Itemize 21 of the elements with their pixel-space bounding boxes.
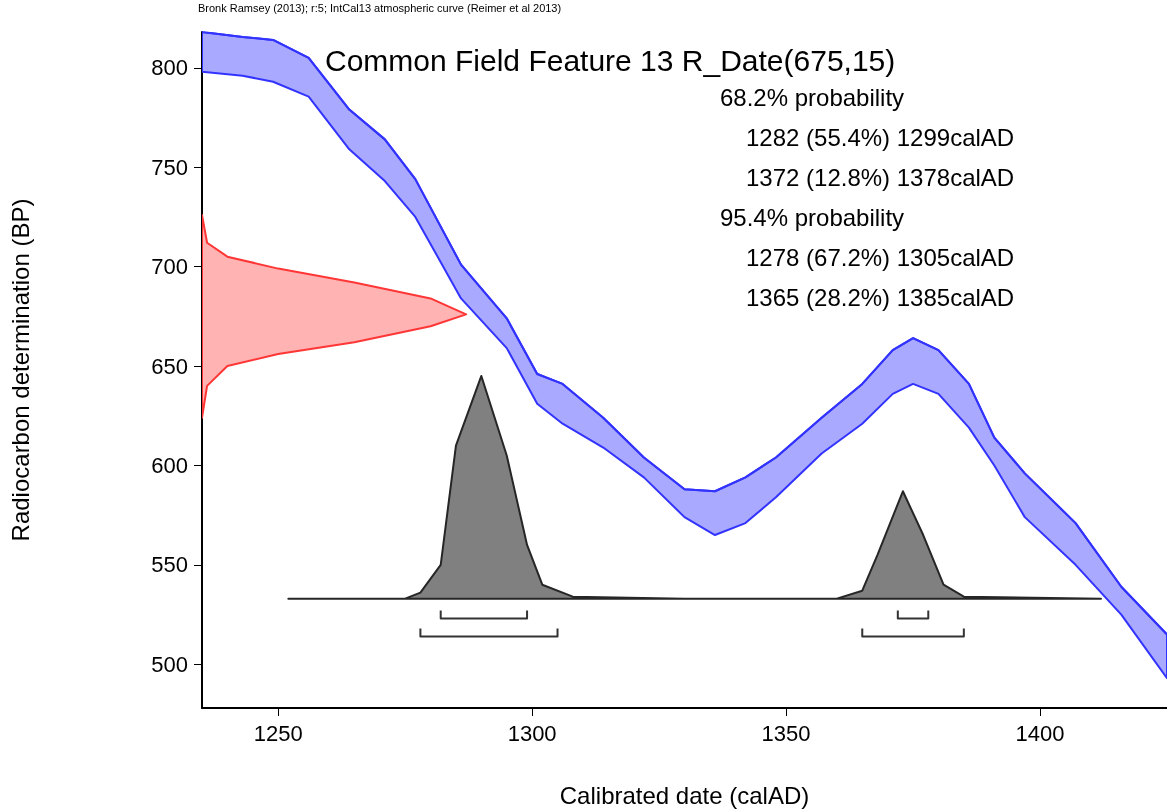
x-tick-label: 1400 [1015, 720, 1065, 746]
x-tick-label: 1300 [507, 720, 557, 746]
y-tick-label: 700 [151, 254, 188, 280]
annotation: 68.2% probability [720, 83, 905, 111]
y-tick-label: 800 [151, 55, 188, 81]
y-tick-label: 600 [151, 452, 188, 478]
y-tick-label: 500 [151, 651, 188, 677]
y-tick-label: 550 [151, 552, 188, 578]
annotation: 95.4% probability [720, 203, 905, 231]
annotation: 1365 (28.2%) 1385calAD [746, 283, 1015, 311]
annotation: 1278 (67.2%) 1305calAD [746, 243, 1015, 271]
chart-title: Common Field Feature 13 R_Date(675,15) [325, 43, 896, 77]
y-tick-label: 750 [151, 154, 188, 180]
annotation: 1372 (12.8%) 1378calAD [746, 163, 1015, 191]
x-axis-title: Calibrated date (calAD) [559, 781, 810, 809]
y-tick-label: 650 [151, 353, 188, 379]
x-tick-label: 1350 [761, 720, 811, 746]
annotation: 1282 (55.4%) 1299calAD [746, 123, 1015, 151]
x-tick-label: 1250 [253, 720, 303, 746]
y-axis-title: Radiocarbon determination (BP) [6, 198, 34, 542]
text: Bronk Ramsey (2013); r:5; IntCal13 atmospheric curve (Reimer et al 2013) [198, 1, 562, 14]
